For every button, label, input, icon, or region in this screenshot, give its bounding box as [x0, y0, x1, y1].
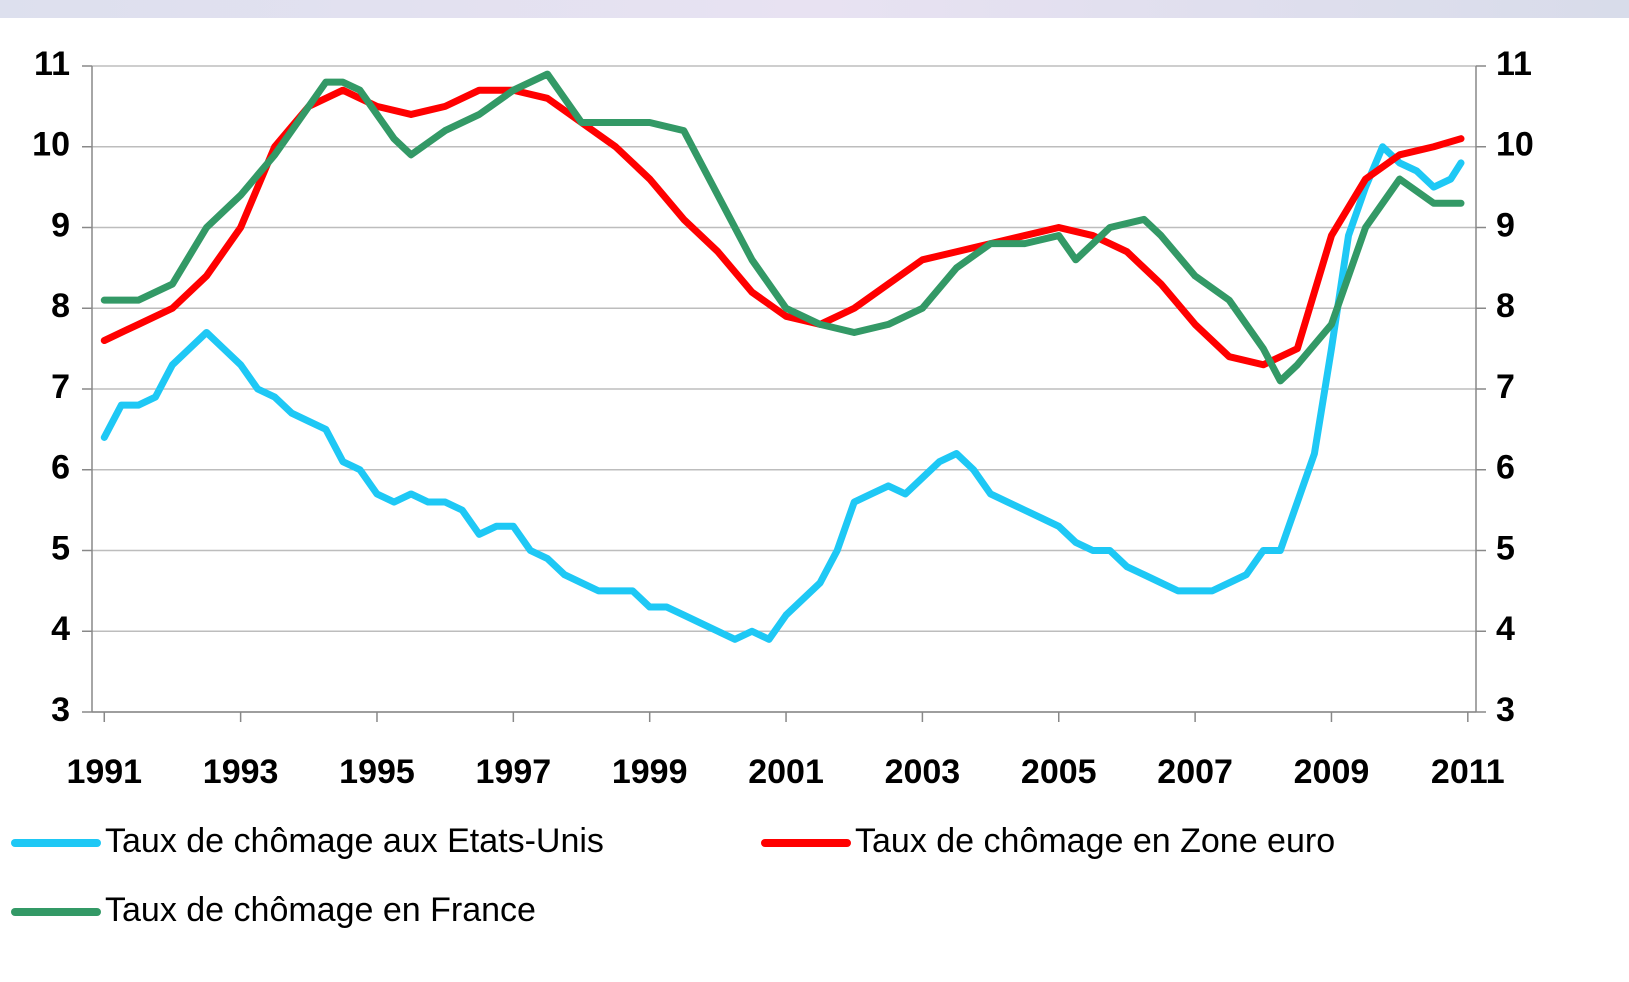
y-tick-label: 4: [51, 610, 70, 648]
y2-tick-label: 3: [1496, 691, 1515, 729]
series-line: [100, 70, 1465, 385]
y-tick-label: 5: [51, 529, 70, 567]
y2-tick-label: 9: [1496, 206, 1515, 244]
y2-tick-label: 4: [1496, 610, 1515, 648]
x-tick-label: 2011: [1431, 753, 1505, 791]
y-tick-label: 9: [51, 206, 70, 244]
x-tick-label: 2009: [1294, 753, 1370, 791]
x-tick-label: 1997: [476, 753, 552, 791]
series-line: [100, 143, 1465, 643]
y-tick-label: 11: [34, 45, 70, 83]
y2-tick-label: 6: [1496, 449, 1515, 487]
x-tick-label: 1991: [66, 753, 142, 791]
x-tick-label: 2007: [1157, 753, 1233, 791]
x-tick-label: 1993: [203, 753, 279, 791]
legend-label: Taux de chômage en Zone euro: [855, 822, 1335, 860]
y2-tick-label: 11: [1496, 45, 1532, 83]
y-tick-label: 3: [51, 691, 70, 729]
series-line: [100, 86, 1465, 369]
y-tick-label: 8: [51, 287, 70, 325]
x-tick-label: 1999: [612, 753, 688, 791]
x-tick-label: 2001: [748, 753, 824, 791]
y2-tick-label: 10: [1496, 126, 1534, 164]
y2-tick-label: 5: [1496, 529, 1515, 567]
top-band: [0, 0, 1629, 18]
y-tick-label: 7: [51, 368, 70, 406]
x-tick-label: 2003: [885, 753, 961, 791]
x-tick-label: 2005: [1021, 753, 1097, 791]
y-tick-label: 6: [51, 449, 70, 487]
y-tick-label: 10: [32, 126, 70, 164]
y2-tick-label: 7: [1496, 368, 1515, 406]
y2-tick-label: 8: [1496, 287, 1515, 325]
x-tick-label: 1995: [339, 753, 415, 791]
legend-label: Taux de chômage en France: [105, 891, 536, 929]
legend-label: Taux de chômage aux Etats-Unis: [105, 822, 604, 860]
